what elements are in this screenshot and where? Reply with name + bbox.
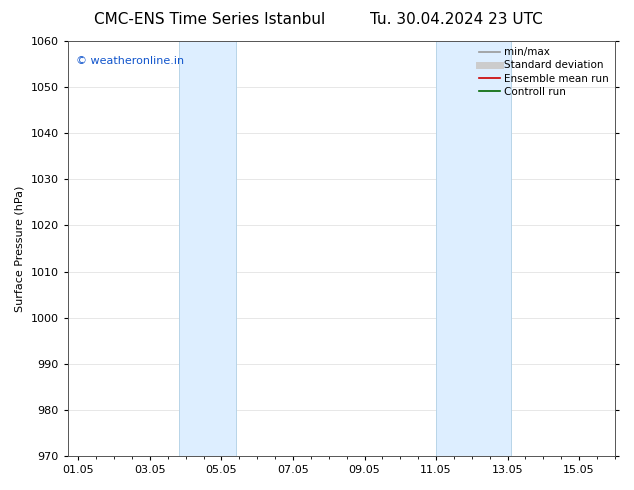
Legend: min/max, Standard deviation, Ensemble mean run, Controll run: min/max, Standard deviation, Ensemble me… <box>475 43 612 101</box>
Bar <box>436 41 511 456</box>
Text: © weatheronline.in: © weatheronline.in <box>76 55 184 66</box>
Y-axis label: Surface Pressure (hPa): Surface Pressure (hPa) <box>15 185 25 312</box>
Bar <box>179 41 236 456</box>
Text: CMC-ENS Time Series Istanbul: CMC-ENS Time Series Istanbul <box>94 12 325 27</box>
Text: Tu. 30.04.2024 23 UTC: Tu. 30.04.2024 23 UTC <box>370 12 543 27</box>
